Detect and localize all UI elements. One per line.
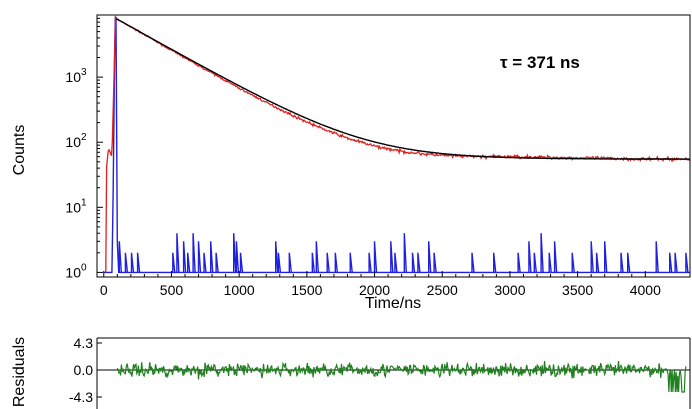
x-tick-label: 1000 — [224, 282, 255, 298]
y-tick-exponent: 1 — [81, 197, 87, 208]
residuals-y-axis-title: Residuals — [11, 337, 28, 407]
x-tick-label: 3000 — [494, 282, 525, 298]
y-tick-label: 10 — [65, 134, 81, 150]
decay-y-axis-title: Counts — [11, 125, 28, 176]
decay-x-axis-title: Time/ns — [365, 295, 421, 312]
x-tick-label: 4000 — [630, 282, 661, 298]
decay-panel: 0 500 1000 1500 2000 2500 3000 3500 4000 10 010 11… — [11, 14, 691, 312]
y-tick-exponent: 2 — [81, 132, 87, 143]
residuals-y-tick-label: 4.3 — [74, 335, 94, 351]
residuals-y-tick-label: 0.0 — [74, 362, 94, 378]
x-tick-label: 2000 — [359, 282, 390, 298]
residuals-panel: 4.3 0.0 -4.3 Residuals — [11, 335, 691, 409]
fit-curve-line — [116, 18, 690, 160]
residuals-y-tick-label: -4.3 — [69, 389, 93, 405]
lifetime-annotation: τ = 371 ns — [500, 53, 580, 72]
y-tick-label: 10 — [65, 199, 81, 215]
residuals-line — [116, 361, 687, 393]
x-tick-label: 3500 — [562, 282, 593, 298]
y-tick-exponent: 3 — [81, 67, 87, 78]
decay-plot-frame — [96, 14, 691, 278]
x-tick-label: 1500 — [291, 282, 322, 298]
y-tick-label: 10 — [65, 69, 81, 85]
x-tick-label: 2500 — [427, 282, 458, 298]
measured-decay-line — [105, 15, 691, 273]
y-tick-label: 10 — [65, 264, 81, 280]
instrument-response-line — [103, 16, 690, 274]
residuals-plot-area — [97, 361, 690, 393]
x-tick-label: 500 — [160, 282, 184, 298]
y-tick-exponent: 0 — [81, 262, 87, 273]
decay-x-ticks: 0 500 1000 1500 2000 2500 3000 3500 4000 — [100, 271, 661, 298]
decay-plot-area — [103, 15, 691, 274]
residuals-y-ticks: 4.3 0.0 -4.3 — [69, 335, 102, 405]
x-tick-label: 0 — [100, 282, 108, 298]
